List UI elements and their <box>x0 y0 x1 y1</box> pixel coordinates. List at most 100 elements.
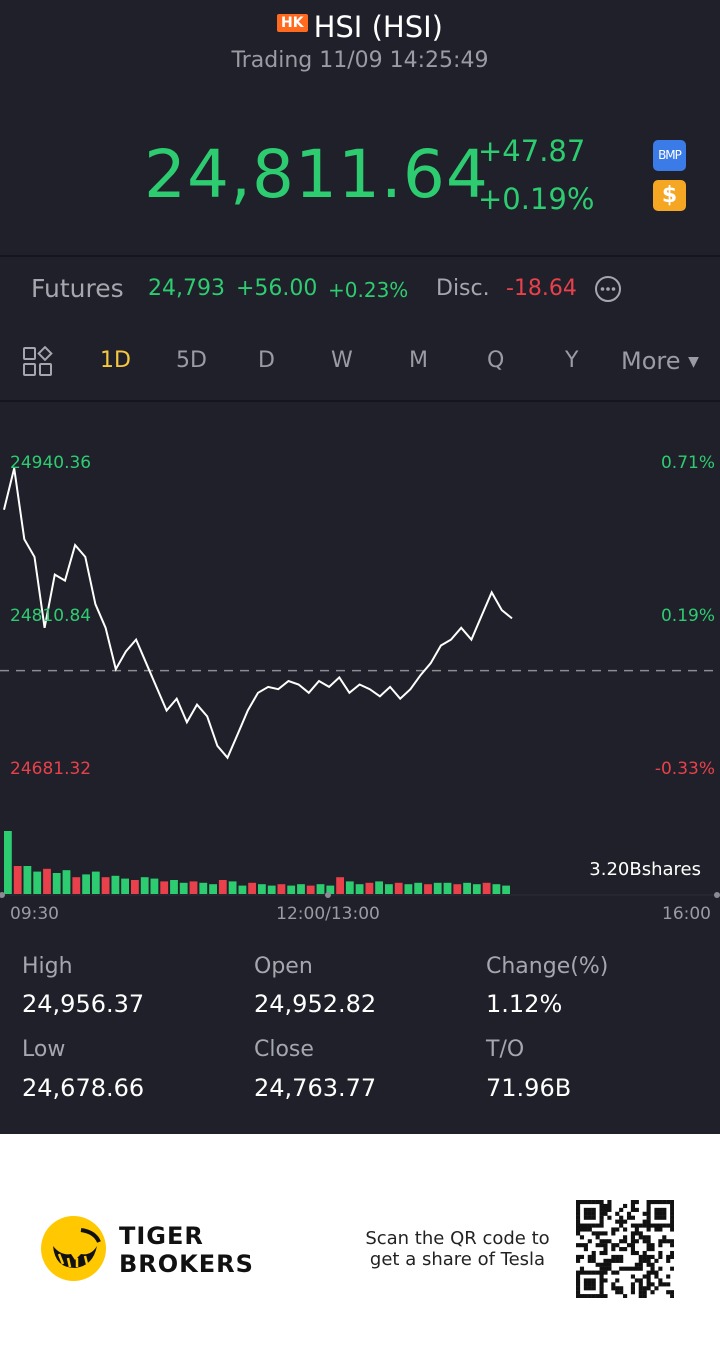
y-right-label-mid: 0.19% <box>661 606 715 626</box>
futures-price: 24,793 <box>148 276 225 301</box>
volume-bar <box>306 885 315 894</box>
brand-name: TIGER BROKERS <box>119 1222 254 1278</box>
volume-bar <box>82 874 90 894</box>
volume-bar <box>258 884 266 894</box>
chart-svg: 24940.36 24810.84 24681.32 0.71% 0.19% -… <box>0 453 720 924</box>
volume-bar <box>189 881 198 894</box>
low-value: 24,678.66 <box>22 1074 145 1102</box>
price-line <box>3 468 513 760</box>
volume-bar <box>316 884 325 894</box>
y-left-label-top: 24940.36 <box>10 453 91 473</box>
tab-5d[interactable]: 5D <box>176 348 207 373</box>
period-tabs: 1D 5D D W M Q Y More ▼ <box>0 340 720 384</box>
volume-bar <box>238 885 247 894</box>
chevron-down-icon: ▼ <box>688 354 699 370</box>
tab-w[interactable]: W <box>331 348 353 373</box>
volume-bar <box>228 881 237 894</box>
volume-bar <box>267 885 276 894</box>
dollar-icon[interactable]: $ <box>653 180 686 211</box>
volume-bar <box>248 882 256 894</box>
x-label-lunch: 12:00/13:00 <box>276 904 380 924</box>
futures-row: Futures 24,793 +56.00 +0.23% Disc. -18.6… <box>0 272 720 312</box>
close-label: Close <box>254 1037 314 1062</box>
volume-bar <box>355 884 364 894</box>
volume-bars <box>4 831 510 894</box>
volume-bar <box>131 880 139 894</box>
tiger-logo-icon <box>41 1216 106 1281</box>
volume-bar <box>43 868 51 894</box>
volume-bar <box>424 884 432 894</box>
tab-m[interactable]: M <box>409 348 428 373</box>
turnover-label: T/O <box>486 1037 525 1062</box>
volume-bar <box>4 831 12 894</box>
market-badge: HK <box>277 14 308 32</box>
axis-dot-start <box>0 892 5 898</box>
quote-header: HK HSI (HSI) Trading 11/09 14:25:49 24,81… <box>0 0 720 255</box>
volume-bar <box>502 885 510 894</box>
volume-bar <box>160 881 169 894</box>
y-right-label-bottom: -0.33% <box>655 759 715 779</box>
qr-code-icon <box>576 1200 675 1299</box>
title-row: HK HSI (HSI) <box>0 10 720 44</box>
volume-bar <box>218 880 227 894</box>
volume-bar <box>336 877 344 894</box>
volume-bar <box>62 870 71 894</box>
x-label-close: 16:00 <box>662 904 711 924</box>
tab-1d[interactable]: 1D <box>100 348 131 373</box>
tab-q[interactable]: Q <box>487 348 505 373</box>
page-title: HSI (HSI) <box>313 10 443 44</box>
volume-bar <box>150 878 159 894</box>
volume-bar <box>463 882 471 894</box>
volume-bar <box>101 877 110 894</box>
trading-status: Trading 11/09 14:25:49 <box>231 48 489 73</box>
volume-bar <box>199 882 208 894</box>
futures-label: Futures <box>31 274 124 303</box>
volume-bar <box>433 882 442 894</box>
volume-bar <box>453 884 462 894</box>
axis-dot-mid <box>325 892 331 898</box>
open-value: 24,952.82 <box>254 990 377 1018</box>
bmp-icon[interactable]: BMP <box>653 140 686 171</box>
volume-bar <box>13 866 22 894</box>
change-percent: +0.19% <box>478 182 595 216</box>
volume-bar <box>52 873 61 894</box>
more-options-icon[interactable] <box>594 275 622 309</box>
volume-bar <box>140 877 149 894</box>
volume-bar <box>23 866 32 894</box>
high-value: 24,956.37 <box>22 990 145 1018</box>
divider <box>0 255 720 257</box>
brand-line-2: BROKERS <box>119 1250 254 1278</box>
promo-footer: TIGER BROKERS Scan the QR code to get a … <box>0 1134 720 1364</box>
volume-bar <box>111 875 120 894</box>
tab-d[interactable]: D <box>258 348 275 373</box>
volume-bar <box>492 884 501 894</box>
indicator-grid-icon[interactable] <box>22 345 54 384</box>
axis-dot-end <box>714 892 720 898</box>
volume-bar <box>385 884 393 894</box>
y-left-label-mid: 24810.84 <box>10 606 91 626</box>
scan-line-2: get a share of Tesla <box>369 1249 546 1270</box>
disc-value: -18.64 <box>506 276 577 301</box>
disc-label: Disc. <box>436 276 490 301</box>
last-price: 24,811.64 <box>144 136 489 213</box>
high-label: High <box>22 954 73 979</box>
volume-bar <box>72 877 81 894</box>
open-label: Open <box>254 954 313 979</box>
intraday-chart[interactable]: 24940.36 24810.84 24681.32 0.71% 0.19% -… <box>0 402 720 932</box>
tab-more[interactable]: More ▼ <box>621 347 699 375</box>
change-value: 1.12% <box>486 990 563 1018</box>
volume-label: 3.20Bshares <box>589 859 701 880</box>
brand-line-1: TIGER <box>119 1222 204 1250</box>
volume-bar <box>443 882 452 894</box>
scan-text: Scan the QR code to get a share of Tesla <box>350 1228 565 1270</box>
futures-change-pct: +0.23% <box>328 278 409 302</box>
turnover-value: 71.96B <box>486 1074 572 1102</box>
volume-bar <box>394 882 403 894</box>
volume-bar <box>404 884 413 894</box>
divider <box>0 400 720 402</box>
volume-bar <box>121 878 129 894</box>
y-left-label-bottom: 24681.32 <box>10 759 91 779</box>
tab-y[interactable]: Y <box>565 348 579 373</box>
volume-bar <box>287 885 296 894</box>
low-label: Low <box>22 1037 66 1062</box>
